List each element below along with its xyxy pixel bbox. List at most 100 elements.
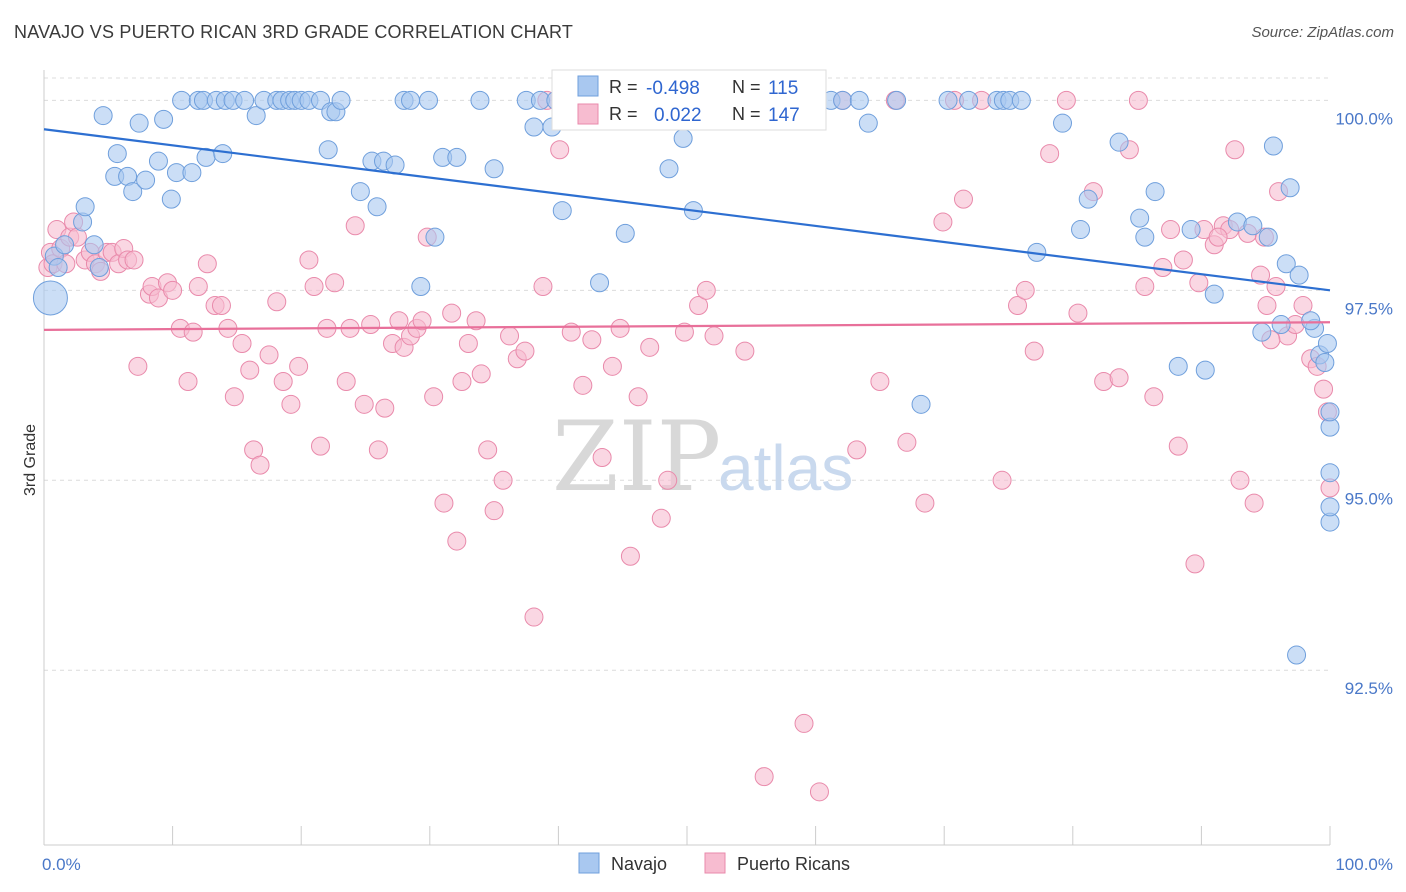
- puerto-ricans-point: [232, 334, 252, 354]
- navajo-n-label: N =: [732, 77, 761, 97]
- watermark: ZIP atlas: [552, 401, 853, 513]
- puerto-ricans-point: [674, 322, 694, 342]
- navajo-point: [1320, 497, 1340, 517]
- puerto-ricans-point: [809, 782, 829, 802]
- puerto-ricans-point: [389, 311, 409, 331]
- y-axis-label: 3rd Grade: [22, 424, 39, 496]
- puerto-ricans-point: [1314, 379, 1334, 399]
- y-tick-label: 97.5%: [1345, 299, 1393, 318]
- navajo-trend-line: [43, 128, 1331, 292]
- puerto-ricans-point: [452, 372, 472, 392]
- puerto-ricans-point: [163, 280, 183, 300]
- puerto-ricans-point: [1208, 227, 1228, 247]
- puerto-ricans-point: [1109, 368, 1129, 388]
- puerto-ricans-point: [336, 372, 356, 392]
- puerto-ricans-point: [651, 508, 671, 528]
- series-puerto-ricans: [38, 90, 1340, 802]
- navajo-point: [1168, 356, 1188, 376]
- navajo-point: [246, 106, 266, 126]
- puerto-ricans-point: [466, 311, 486, 331]
- puerto-ricans-point: [1135, 277, 1155, 297]
- puerto-ricans-point: [1056, 90, 1076, 110]
- navajo-point: [367, 197, 387, 217]
- puerto-ricans-point: [1040, 144, 1060, 164]
- puerto-ricans-point: [933, 212, 953, 232]
- puerto-ricans-point: [124, 250, 144, 270]
- navajo-point: [858, 113, 878, 133]
- navajo-point: [136, 170, 156, 190]
- legend-navajo-label: Navajo: [611, 854, 667, 874]
- puerto-ricans-point: [240, 360, 260, 380]
- puerto-ricans-point: [259, 345, 279, 365]
- puerto-ricans-point: [897, 432, 917, 452]
- puerto-ricans-point: [304, 277, 324, 297]
- x-tick-label: 0.0%: [42, 855, 81, 874]
- navajo-point: [1195, 360, 1215, 380]
- navajo-point: [1258, 227, 1278, 247]
- puerto-n-label: N =: [732, 104, 761, 124]
- navajo-point: [107, 144, 127, 164]
- navajo-point: [1053, 113, 1073, 133]
- navajo-point: [411, 277, 431, 297]
- puerto-ricans-point: [197, 254, 217, 274]
- navajo-point: [419, 90, 439, 110]
- puerto-ricans-point: [704, 326, 724, 346]
- puerto-ricans-point: [696, 280, 716, 300]
- puerto-ricans-point: [447, 531, 467, 551]
- puerto-ricans-point: [500, 326, 520, 346]
- navajo-point: [32, 280, 68, 316]
- navajo-point: [89, 258, 109, 278]
- puerto-ricans-point: [1185, 554, 1205, 574]
- navajo-point: [1071, 220, 1091, 240]
- puerto-ricans-point: [188, 277, 208, 297]
- puerto-ricans-point: [478, 440, 498, 460]
- series-legend: Navajo Puerto Ricans: [578, 852, 850, 874]
- puerto-ricans-point: [754, 767, 774, 787]
- navajo-point: [182, 163, 202, 183]
- puerto-ricans-point: [1128, 90, 1148, 110]
- navajo-point: [887, 90, 907, 110]
- puerto-ricans-point: [471, 364, 491, 384]
- puerto-ricans-point: [493, 470, 513, 490]
- puerto-ricans-trend-line: [43, 321, 1331, 331]
- navajo-point: [849, 90, 869, 110]
- navajo-point: [673, 128, 693, 148]
- navajo-point: [524, 117, 544, 137]
- navajo-point: [129, 113, 149, 133]
- puerto-ricans-point: [870, 372, 890, 392]
- puerto-ricans-point: [847, 440, 867, 460]
- navajo-point: [1135, 227, 1155, 247]
- navajo-r-value: -0.498: [646, 78, 700, 99]
- navajo-point: [1287, 645, 1307, 665]
- stats-legend: R = -0.498 N = 115 R = 0.022 N = 147: [551, 69, 827, 131]
- navajo-point: [385, 155, 405, 175]
- navajo-point: [93, 106, 113, 126]
- navajo-point: [123, 182, 143, 202]
- watermark-atlas: atlas: [718, 432, 853, 504]
- puerto-ricans-point: [345, 216, 365, 236]
- navajo-point: [48, 258, 68, 278]
- puerto-ricans-point: [573, 375, 593, 395]
- puerto-ricans-point: [250, 455, 270, 475]
- puerto-ricans-point: [1068, 303, 1088, 323]
- puerto-ricans-point: [953, 189, 973, 209]
- navajo-point: [148, 151, 168, 171]
- legend-puerto-label: Puerto Ricans: [737, 854, 850, 874]
- puerto-ricans-point: [1266, 277, 1286, 297]
- navajo-point: [1271, 315, 1291, 335]
- navajo-point: [154, 109, 174, 129]
- puerto-r-value: 0.022: [654, 105, 702, 126]
- navajo-point: [1276, 254, 1296, 274]
- puerto-ricans-point: [224, 387, 244, 407]
- tick-labels: 100.0% 97.5% 95.0% 92.5% 0.0% 100.0%: [42, 109, 1393, 874]
- puerto-ricans-point: [424, 387, 444, 407]
- puerto-ricans-point: [1144, 387, 1164, 407]
- navajo-point: [938, 90, 958, 110]
- puerto-ricans-point: [602, 356, 622, 376]
- puerto-ricans-point: [375, 398, 395, 418]
- navajo-point: [1130, 208, 1150, 228]
- puerto-ricans-point: [368, 440, 388, 460]
- navajo-point: [1263, 136, 1283, 156]
- puerto-ricans-point: [550, 140, 570, 160]
